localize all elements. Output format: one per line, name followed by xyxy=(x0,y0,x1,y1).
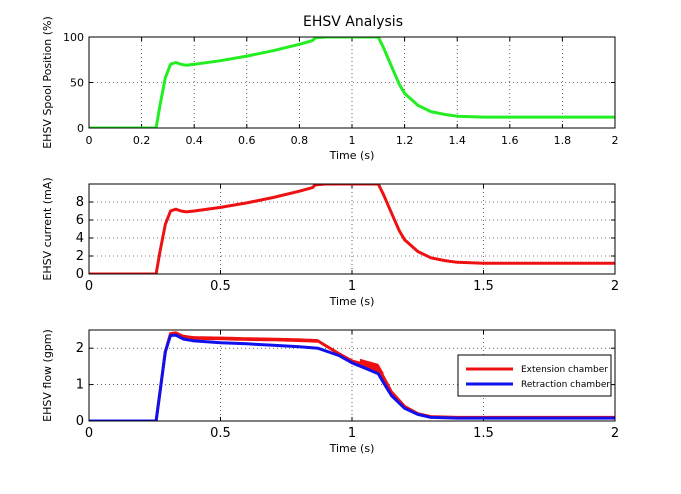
y-axis-label: EHSV flow (gpm) xyxy=(41,329,54,422)
series-group xyxy=(89,37,615,128)
plot-area xyxy=(89,37,615,128)
axes-frame xyxy=(88,36,616,129)
spool-position-axes: 0 0.2 0.4 0.6 0.8 1 1.2 1.4 1.6 1.8 2 0 50 100 Time (s… xyxy=(41,16,619,162)
series-line-1 xyxy=(89,333,615,421)
x-tick-label: 2 xyxy=(612,134,619,147)
legend-label-retraction: Retraction chamber xyxy=(521,380,610,390)
x-tick-label: 2 xyxy=(611,426,619,441)
x-tick-label: 0 xyxy=(86,134,93,147)
y-tick-label: 8 xyxy=(76,195,84,210)
y-tick-label: 2 xyxy=(76,249,84,264)
x-tick-label: 1.8 xyxy=(554,134,572,147)
axes-frame xyxy=(88,329,616,422)
legend-box xyxy=(457,354,612,397)
x-tick-label: 1.4 xyxy=(448,134,466,147)
x-tick-label: 1 xyxy=(348,426,356,441)
x-tick-label: 1.5 xyxy=(473,279,494,294)
x-tick-label: 0.2 xyxy=(133,134,151,147)
x-tick-label: 0.5 xyxy=(210,279,231,294)
figure-title: EHSV Analysis xyxy=(303,14,403,30)
y-tick-label: 0 xyxy=(76,414,84,429)
y-tick-label: 1 xyxy=(76,378,84,393)
legend-label-extension: Extension chamber xyxy=(521,365,608,375)
series-group xyxy=(89,184,615,274)
x-tick-label: 1.5 xyxy=(473,426,494,441)
x-tick-label: 0 xyxy=(85,426,93,441)
x-axis-label: Time (s) xyxy=(329,295,375,308)
flow-legend: Extension chamber Retraction chamber xyxy=(457,354,612,397)
flow-axes: 0 0.5 1 1.5 2 0 1 2 Time (s) EHSV flow (gpm) xyxy=(41,329,619,455)
series-line-0 xyxy=(89,184,615,274)
y-tick-label: 50 xyxy=(70,77,84,90)
x-tick-label: 1.6 xyxy=(501,134,519,147)
axes-frame xyxy=(88,183,616,275)
series-line-0 xyxy=(89,37,615,128)
x-tick-label: 0.6 xyxy=(238,134,256,147)
x-tick-label: 0.8 xyxy=(291,134,309,147)
x-tick-label: 0 xyxy=(85,279,93,294)
x-axis-label: Time (s) xyxy=(329,149,375,162)
x-tick-label: 1 xyxy=(348,279,356,294)
y-tick-label: 6 xyxy=(76,213,84,228)
y-tick-label: 2 xyxy=(76,341,84,356)
series-group xyxy=(89,331,615,421)
y-axis-label: EHSV current (mA) xyxy=(41,177,54,280)
x-tick-label: 0.5 xyxy=(210,426,231,441)
x-tick-label: 1.2 xyxy=(396,134,414,147)
y-tick-label: 0 xyxy=(77,122,84,135)
x-tick-label: 1 xyxy=(349,134,356,147)
y-axis-label: EHSV Spool Position (%) xyxy=(41,16,54,149)
x-tick-label: 0.4 xyxy=(185,134,203,147)
x-axis-label: Time (s) xyxy=(329,442,375,455)
y-tick-label: 4 xyxy=(76,231,84,246)
y-tick-label: 0 xyxy=(76,267,84,282)
y-tick-label: 100 xyxy=(63,31,84,44)
x-tick-label: 2 xyxy=(611,279,619,294)
